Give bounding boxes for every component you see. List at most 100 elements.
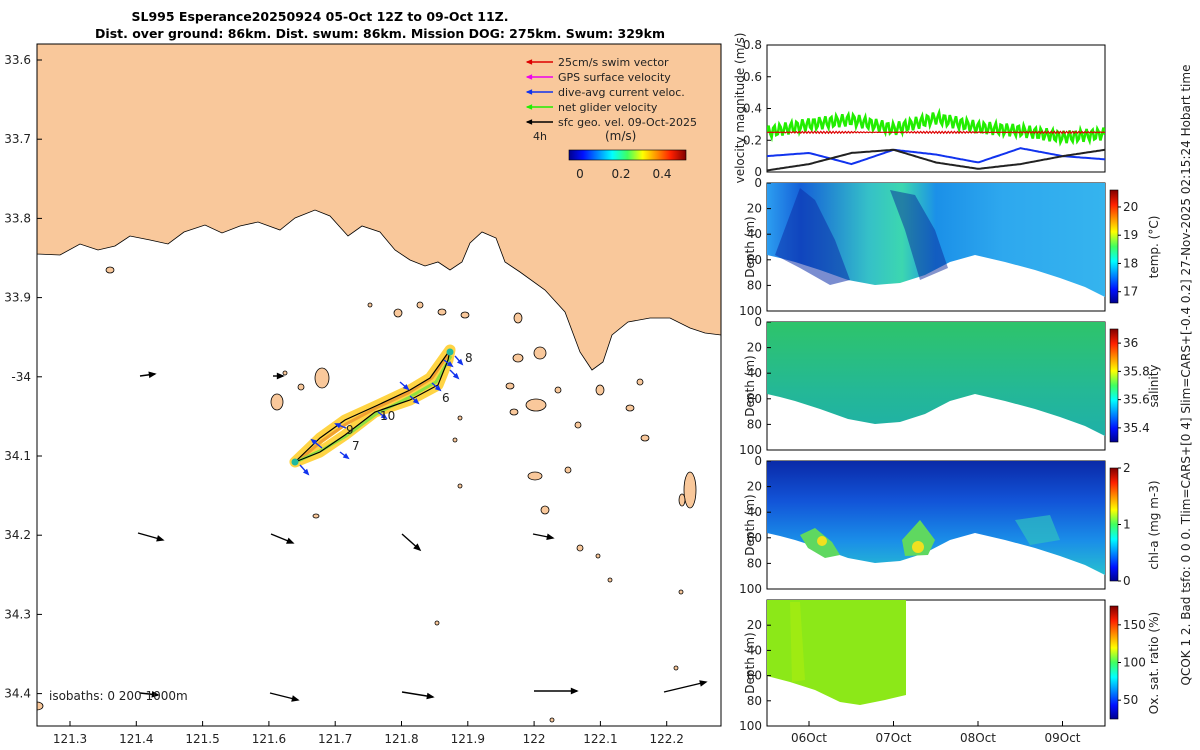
- legend-arrow-geo: [525, 119, 553, 125]
- colorbar-tick-label: 35.8: [1123, 364, 1150, 378]
- chlorophyll-field: [767, 461, 1105, 575]
- depth-tick-label: 20: [747, 480, 762, 494]
- day-label: 8: [465, 351, 473, 365]
- depth-tick-label: 80: [747, 278, 762, 292]
- legend-arrow-net: [525, 104, 553, 110]
- salinity-colorbar-ticks: 35.4 35.6 35.8 36: [1118, 336, 1150, 435]
- temperature-ylabel: Depth (m): [743, 216, 757, 277]
- oxygen-y-ticks: 20 40 60 80 100: [739, 618, 771, 733]
- geostrophic-arrow-head: [426, 692, 435, 700]
- oxygen-colorbar-label: Ox. sat. ratio (%): [1147, 612, 1161, 714]
- map-x-tick-label: 122.1: [583, 732, 617, 746]
- day-label: 9: [346, 423, 354, 437]
- time-axis-ticks: 06Oct 07Oct 08Oct 09Oct: [791, 721, 1081, 745]
- geostrophic-arrow: [663, 680, 708, 693]
- geostrophic-arrow: [139, 691, 160, 698]
- title-line-2: Dist. over ground: 86km. Dist. swum: 86k…: [95, 26, 665, 41]
- velocity-series-25cm-s-swim-vector: [767, 130, 1105, 135]
- colorbar-tick-label: 36: [1123, 336, 1138, 350]
- salinity-panel: 0 20 40 60 80 100 Depth (m) 35.4 35.6 35.8 36 sa…: [739, 315, 1161, 457]
- colorbar-tick-label: 17: [1123, 285, 1138, 299]
- depth-tick-label: 0: [754, 176, 762, 190]
- glider-track: [289, 344, 456, 468]
- geostrophic-arrow: [401, 533, 422, 552]
- geostrophic-arrow-head: [148, 371, 157, 379]
- legend-arrow-current-head: [525, 89, 533, 95]
- depth-tick-label: 80: [747, 694, 762, 708]
- legend-arrow-geo-head: [525, 119, 533, 125]
- side-annotation: QCOK 1 2. Bad tsfo: 0 0 0. Tlim=CARS+[0 …: [1179, 65, 1193, 686]
- temperature-cold-tongue: [890, 190, 948, 280]
- chlorophyll-bloom-2: [902, 520, 935, 556]
- legend-arrow-current: [525, 89, 553, 95]
- oxygen-field: [767, 600, 906, 705]
- geostrophic-arrow: [137, 532, 165, 542]
- current-arrow-head: [446, 361, 454, 368]
- oxygen-panel: 20 40 60 80 100 Depth (m) 50 100 150 Ox. sat. …: [739, 599, 1161, 733]
- velocity-ylabel: velocity magnitude (m/s): [733, 33, 747, 184]
- time-tick-label: 07Oct: [875, 731, 911, 745]
- map-y-tick-label: 34.3: [4, 607, 31, 621]
- geostrophic-arrow-head: [699, 680, 708, 687]
- salinity-field: [767, 322, 1105, 436]
- current-arrow-head: [402, 383, 410, 391]
- colorbar-tick-label: 19: [1123, 228, 1138, 242]
- legend-arrow-gps: [525, 74, 553, 80]
- current-arrow-head: [334, 423, 342, 429]
- map-y-tick-label: -34: [11, 370, 31, 384]
- velocity-y-tick-label: 0: [754, 165, 762, 179]
- temperature-panel: 0 20 40 60 80 100 Depth (m) 17 18 19 20 temp. (°…: [739, 176, 1161, 318]
- map-x-tick-label: 121.7: [318, 732, 352, 746]
- geostrophic-arrow-shaft: [663, 681, 707, 693]
- geostrophic-arrow: [270, 533, 295, 544]
- map-x-ticks: 121.3 121.4 121.5 121.6 121.7 121.8 121.9 122 12…: [53, 721, 684, 746]
- day-label: 6: [442, 391, 450, 405]
- chlorophyll-peak-2: [912, 541, 924, 553]
- depth-tick-label: 80: [747, 417, 762, 431]
- geostrophic-vectors: [137, 371, 708, 702]
- colorbar-tick-label: 2: [1123, 461, 1131, 475]
- geostrophic-arrow: [139, 371, 157, 379]
- current-arrow-head: [302, 468, 310, 476]
- map-legend: 25cm/s swim vector GPS surface velocity di…: [525, 56, 697, 129]
- map-x-tick-label: 121.8: [384, 732, 418, 746]
- legend-arrow-swim: [525, 59, 553, 65]
- map-x-tick-label: 122: [523, 732, 546, 746]
- colorbar-tick-label: 1: [1123, 518, 1131, 532]
- temperature-y-ticks: 0 20 40 60 80 100: [739, 176, 771, 318]
- geostrophic-arrow-head: [151, 691, 160, 698]
- current-arrow: [409, 395, 420, 405]
- velocity-y-tick-label: 0.2: [743, 133, 762, 147]
- time-tick-label: 08Oct: [960, 731, 996, 745]
- depth-tick-label: 20: [747, 618, 762, 632]
- map-colorbar-tick: 0: [576, 167, 584, 181]
- map-panel: 6 9 8 7 10 25cm/s swim vector GPS surface vel…: [4, 43, 722, 746]
- chlorophyll-peak-1: [817, 536, 827, 546]
- depth-tick-label: 60: [747, 669, 762, 683]
- day-label: 10: [380, 409, 395, 423]
- current-arrow-head: [310, 438, 318, 445]
- velocity-y-ticks: 0 0.2 0.4 0.6 0.8: [743, 38, 771, 179]
- chlorophyll-colorbar-label: chl-a (mg m-3): [1147, 480, 1161, 569]
- depth-tick-label: 60: [747, 392, 762, 406]
- salinity-ylabel: Depth (m): [743, 355, 757, 416]
- oxygen-colorbar: [1109, 605, 1119, 720]
- colorbar-tick-label: 18: [1123, 256, 1138, 270]
- colorbar-tick-label: 0: [1123, 574, 1131, 588]
- velocity-y-tick-label: 0.8: [743, 38, 762, 52]
- map-colorbar-tick: 0.2: [611, 167, 630, 181]
- map-y-ticks: 33.6 33.7 33.8 33.9 -34 34.1 34.2 34.3 34.4: [4, 53, 42, 701]
- salinity-y-ticks: 0 20 40 60 80 100: [739, 315, 771, 457]
- geostrophic-arrow-head: [546, 533, 555, 541]
- depth-tick-label: 100: [739, 719, 762, 733]
- map-y-tick-label: 33.9: [4, 291, 31, 305]
- velocity-y-tick-label: 0.4: [743, 102, 762, 116]
- depth-tick-label: 0: [754, 454, 762, 468]
- colorbar-tick-label: 50: [1123, 693, 1138, 707]
- map-x-tick-label: 121.4: [119, 732, 153, 746]
- interval-label: 4h: [533, 130, 547, 143]
- colorbar-tick-label: 150: [1123, 618, 1146, 632]
- oxygen-ylabel: Depth (m): [743, 632, 757, 693]
- legend-label-current: dive-avg current veloc.: [558, 86, 685, 99]
- current-arrow: [449, 369, 460, 380]
